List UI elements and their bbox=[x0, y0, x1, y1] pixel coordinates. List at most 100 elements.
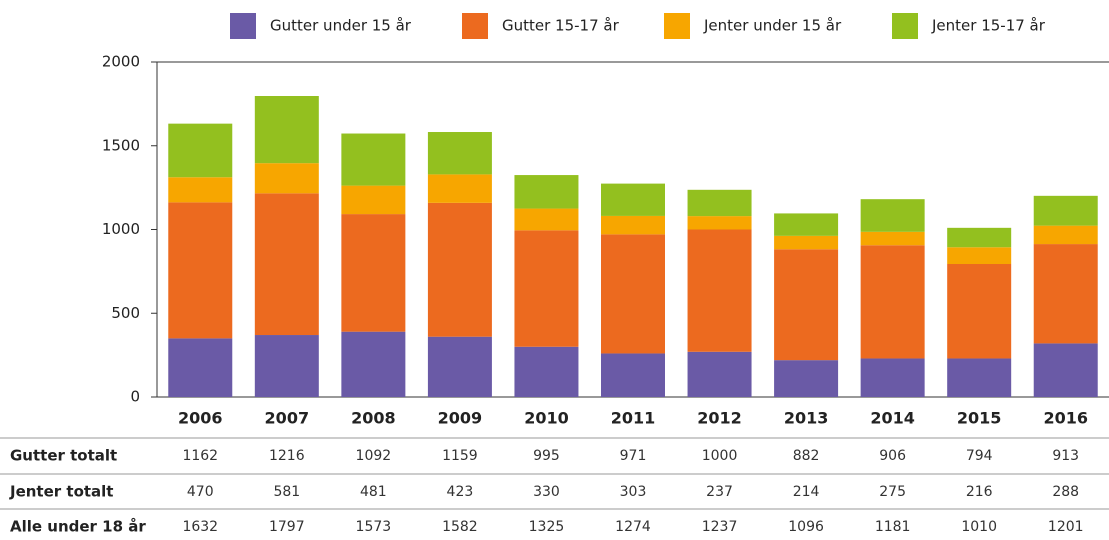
bar-segment bbox=[1033, 244, 1098, 344]
bar-segment bbox=[774, 235, 839, 250]
bar-segment bbox=[860, 199, 925, 232]
row-label: Gutter totalt bbox=[10, 447, 117, 465]
bar-segment bbox=[947, 358, 1012, 397]
table-cell: 1162 bbox=[182, 448, 218, 464]
table-cell: 1216 bbox=[269, 448, 305, 464]
y-tick-label: 500 bbox=[111, 304, 140, 322]
legend-label: Gutter under 15 år bbox=[270, 17, 412, 35]
bar-segment bbox=[168, 123, 233, 178]
table-cell: 581 bbox=[273, 484, 300, 500]
table-cell: 1237 bbox=[702, 519, 738, 535]
x-tick-label: 2009 bbox=[438, 409, 483, 428]
bar-segment bbox=[254, 193, 319, 336]
table-cell: 1573 bbox=[356, 519, 392, 535]
bar-segment bbox=[254, 163, 319, 194]
bar-segment bbox=[947, 227, 1012, 248]
y-tick-label: 1500 bbox=[102, 136, 140, 154]
y-tick-label: 0 bbox=[130, 388, 140, 406]
x-tick-label: 2015 bbox=[957, 409, 1002, 428]
x-tick-label: 2008 bbox=[351, 409, 396, 428]
bar-segment bbox=[341, 331, 406, 397]
table-cell: 995 bbox=[533, 448, 560, 464]
bar-segment bbox=[774, 213, 839, 236]
legend-swatch bbox=[462, 13, 488, 39]
legend-swatch bbox=[892, 13, 918, 39]
bar-segment bbox=[514, 346, 579, 397]
table-cell: 423 bbox=[447, 484, 474, 500]
table-cell: 275 bbox=[879, 484, 906, 500]
bar-segment bbox=[168, 177, 233, 203]
bar-segment bbox=[687, 189, 752, 217]
bar-segment bbox=[168, 338, 233, 397]
bar-segment bbox=[254, 96, 319, 164]
table-cell: 1325 bbox=[529, 519, 565, 535]
bar-segment bbox=[341, 133, 406, 186]
bar-segment bbox=[341, 214, 406, 332]
bar-segment bbox=[860, 245, 925, 359]
x-tick-label: 2012 bbox=[697, 409, 742, 428]
legend-label: Jenter 15-17 år bbox=[931, 17, 1046, 35]
bar-segment bbox=[687, 229, 752, 352]
bar-segment bbox=[514, 230, 579, 347]
bar-segment bbox=[687, 351, 752, 397]
bar-segment bbox=[514, 175, 579, 209]
x-tick-label: 2007 bbox=[265, 409, 310, 428]
table-cell: 470 bbox=[187, 484, 214, 500]
x-tick-label: 2010 bbox=[524, 409, 569, 428]
x-tick-label: 2006 bbox=[178, 409, 223, 428]
row-label: Jenter totalt bbox=[9, 483, 113, 501]
x-tick-label: 2011 bbox=[611, 409, 656, 428]
table-cell: 1096 bbox=[788, 519, 824, 535]
bar-segment bbox=[860, 358, 925, 397]
bar-segment bbox=[427, 174, 492, 203]
table-cell: 214 bbox=[793, 484, 820, 500]
table-cell: 906 bbox=[879, 448, 906, 464]
table-cell: 1159 bbox=[442, 448, 478, 464]
bar-segment bbox=[254, 335, 319, 397]
legend-label: Gutter 15-17 år bbox=[502, 17, 620, 35]
bar-segment bbox=[774, 360, 839, 397]
legend-label: Jenter under 15 år bbox=[703, 17, 842, 35]
table-cell: 1201 bbox=[1048, 519, 1084, 535]
x-tick-label: 2013 bbox=[784, 409, 829, 428]
table-cell: 882 bbox=[793, 448, 820, 464]
bar-segment bbox=[1033, 195, 1098, 226]
table-cell: 971 bbox=[620, 448, 647, 464]
bar-segment bbox=[427, 336, 492, 397]
bar-segment bbox=[601, 215, 665, 235]
bar-segment bbox=[601, 353, 665, 397]
bar-segment bbox=[427, 132, 492, 175]
bar-segment bbox=[947, 264, 1012, 359]
table-cell: 1000 bbox=[702, 448, 738, 464]
bar-segment bbox=[1033, 343, 1098, 397]
legend-swatch bbox=[230, 13, 256, 39]
table-cell: 1797 bbox=[269, 519, 305, 535]
table-cell: 330 bbox=[533, 484, 560, 500]
bar-segment bbox=[774, 249, 839, 361]
table-cell: 303 bbox=[620, 484, 647, 500]
legend-swatch bbox=[664, 13, 690, 39]
table-cell: 216 bbox=[966, 484, 993, 500]
bar-segment bbox=[947, 247, 1012, 265]
x-tick-label: 2016 bbox=[1043, 409, 1088, 428]
table-cell: 288 bbox=[1052, 484, 1079, 500]
table-cell: 1632 bbox=[182, 519, 218, 535]
table-cell: 913 bbox=[1052, 448, 1079, 464]
bar-segment bbox=[1033, 225, 1098, 245]
row-label: Alle under 18 år bbox=[10, 518, 146, 536]
table-cell: 481 bbox=[360, 484, 387, 500]
bar-segment bbox=[601, 183, 665, 216]
table-cell: 1274 bbox=[615, 519, 651, 535]
bar-segment bbox=[860, 231, 925, 246]
table-cell: 794 bbox=[966, 448, 993, 464]
table-cell: 1181 bbox=[875, 519, 911, 535]
bar-segment bbox=[601, 234, 665, 354]
table-cell: 1092 bbox=[356, 448, 392, 464]
table-cell: 237 bbox=[706, 484, 733, 500]
bar-segment bbox=[168, 202, 233, 339]
bar-segment bbox=[341, 185, 406, 215]
y-tick-label: 2000 bbox=[102, 53, 140, 71]
bar-segment bbox=[687, 216, 752, 230]
bar-segment bbox=[427, 202, 492, 337]
